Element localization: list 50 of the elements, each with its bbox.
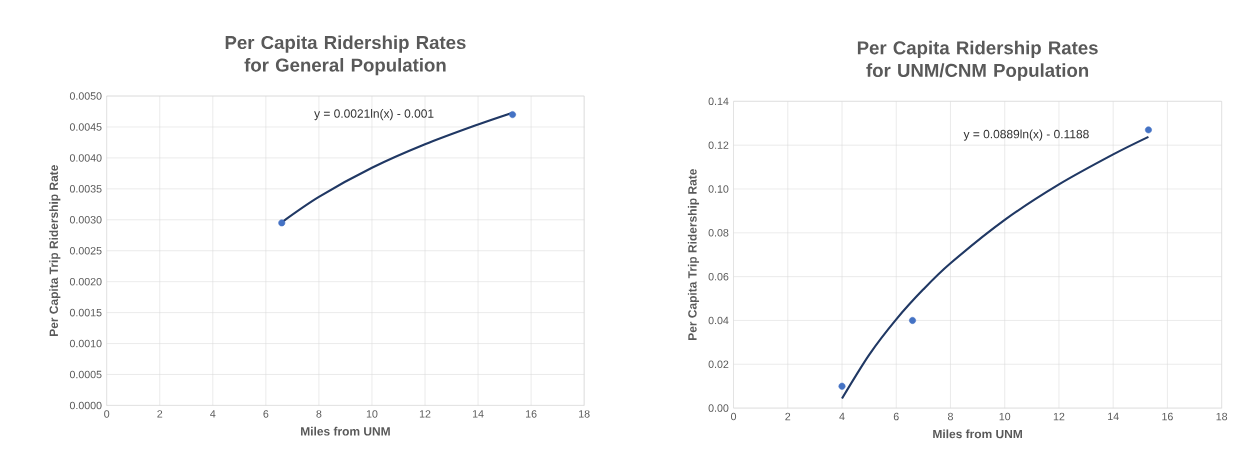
y-tick-label: 0.0000 bbox=[69, 401, 102, 409]
x-tick-label: 4 bbox=[210, 409, 216, 418]
y-tick-label: 0.04 bbox=[708, 316, 729, 325]
x-tick-label: 10 bbox=[999, 412, 1011, 421]
point bbox=[838, 382, 846, 390]
annotation: y = 0.0889ln(x) - 0.1188 bbox=[963, 129, 1089, 141]
y-tick-label: 0.0005 bbox=[69, 370, 102, 379]
x-tick-label: 16 bbox=[526, 409, 537, 418]
x-tick-label: 10 bbox=[366, 409, 378, 418]
point bbox=[1144, 126, 1152, 134]
x-tick-label: 2 bbox=[157, 409, 163, 418]
chart-title: Per Capita Ridership Rates for General Population bbox=[225, 35, 466, 76]
x-tick-label: 18 bbox=[1216, 412, 1228, 421]
x-tick-label: 8 bbox=[316, 409, 322, 418]
y-tick-label: 0.06 bbox=[708, 272, 729, 281]
y-tick-label: 0.0035 bbox=[69, 184, 102, 193]
annotation: y = 0.0021ln(x) - 0.001 bbox=[314, 108, 434, 120]
y-tick-label: 0.0010 bbox=[69, 339, 102, 348]
y-tick-label: 0.12 bbox=[708, 141, 729, 149]
y-tick-label: 0.0045 bbox=[69, 122, 102, 131]
y-tick-label: 0.10 bbox=[708, 185, 729, 193]
x-tick-label: 2 bbox=[785, 412, 791, 420]
x-tick-label: 6 bbox=[893, 412, 899, 421]
y-tick-label: 0.00 bbox=[708, 404, 729, 412]
x-axis-title: Miles from UNM bbox=[301, 426, 390, 436]
x-tick-label: 12 bbox=[419, 409, 431, 418]
x-tick-label: 0 bbox=[104, 409, 110, 418]
x-tick-label: 0 bbox=[731, 412, 737, 421]
y-tick-label: 0.08 bbox=[708, 228, 729, 237]
y-tick-label: 0.0025 bbox=[69, 246, 102, 255]
x-tick-label: 14 bbox=[1108, 412, 1119, 420]
y-axis-title: Per Capita Trip Ridership Rate bbox=[49, 164, 61, 336]
x-tick-label: 8 bbox=[947, 412, 953, 421]
y-tick-label: 0.0030 bbox=[69, 215, 102, 224]
x-tick-label: 16 bbox=[1162, 412, 1173, 421]
x-tick-label: 4 bbox=[839, 412, 845, 420]
y-tick-label: 0.02 bbox=[708, 360, 729, 368]
y-tick-label: 0.14 bbox=[708, 97, 729, 105]
x-tick-label: 12 bbox=[1053, 412, 1065, 420]
x-tick-label: 14 bbox=[472, 409, 484, 418]
chart-title: Per Capita Ridership Rates for UNM/CNM Population bbox=[857, 40, 1098, 81]
x-axis-title: Miles from UNM bbox=[933, 429, 1022, 439]
point bbox=[909, 316, 916, 324]
y-tick-label: 0.0040 bbox=[69, 153, 102, 162]
y-tick-label: 0.0050 bbox=[69, 92, 102, 100]
y-tick-label: 0.0020 bbox=[69, 277, 102, 286]
x-tick-label: 6 bbox=[263, 409, 269, 418]
x-tick-label: 18 bbox=[579, 409, 590, 418]
y-axis-title: Per Capita Trip Ridership Rate bbox=[687, 168, 700, 340]
y-tick-label: 0.0015 bbox=[69, 308, 102, 317]
